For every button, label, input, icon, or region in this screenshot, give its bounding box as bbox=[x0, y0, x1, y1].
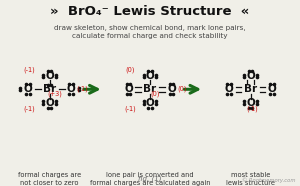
Text: (0): (0) bbox=[125, 66, 135, 73]
Text: fig. (1): fig. (1) bbox=[138, 175, 162, 182]
Text: O: O bbox=[246, 98, 255, 108]
Text: O: O bbox=[268, 84, 277, 94]
Text: Br: Br bbox=[143, 84, 157, 94]
Text: O: O bbox=[45, 98, 54, 108]
Text: (-1): (-1) bbox=[124, 106, 136, 112]
Text: (-1): (-1) bbox=[23, 66, 35, 73]
Text: (-1): (-1) bbox=[23, 106, 35, 112]
Text: O: O bbox=[146, 98, 154, 108]
Text: (-1): (-1) bbox=[76, 85, 88, 92]
Text: lone pair is converted and
formal charges are calculated again: lone pair is converted and formal charge… bbox=[90, 172, 210, 186]
Text: »  BrO₄⁻ Lewis Structure  «: » BrO₄⁻ Lewis Structure « bbox=[50, 5, 250, 18]
Text: (-1): (-1) bbox=[246, 106, 258, 112]
Text: Br: Br bbox=[43, 84, 56, 94]
Text: © Rootmemory.com: © Rootmemory.com bbox=[242, 177, 296, 183]
Text: O: O bbox=[67, 84, 76, 94]
Text: O: O bbox=[246, 71, 255, 81]
Text: O: O bbox=[45, 71, 54, 81]
Text: (0): (0) bbox=[177, 85, 187, 92]
Text: O: O bbox=[167, 84, 176, 94]
Text: Br: Br bbox=[244, 84, 257, 94]
Text: (0): (0) bbox=[151, 90, 160, 97]
Text: draw skeleton, show chemical bond, mark lone pairs,
calculate formal charge and : draw skeleton, show chemical bond, mark … bbox=[54, 25, 246, 39]
Text: formal charges are
not closer to zero: formal charges are not closer to zero bbox=[18, 172, 81, 186]
Text: (+3): (+3) bbox=[47, 90, 62, 97]
Text: most stable
lewis structure: most stable lewis structure bbox=[226, 172, 275, 186]
Text: O: O bbox=[124, 84, 133, 94]
Text: O: O bbox=[146, 71, 154, 81]
Text: O: O bbox=[23, 84, 32, 94]
Text: O: O bbox=[224, 84, 233, 94]
